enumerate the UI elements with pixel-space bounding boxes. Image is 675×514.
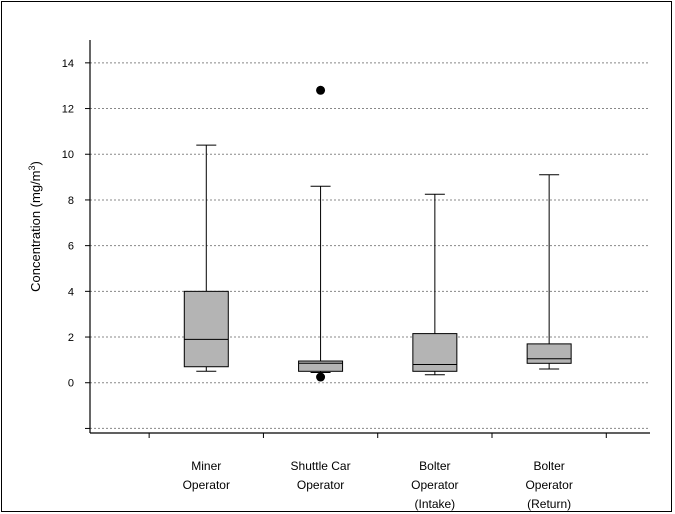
category-label: Bolter bbox=[533, 459, 564, 473]
box bbox=[183, 290, 229, 368]
category-label: Bolter bbox=[419, 459, 450, 473]
outlier-point bbox=[316, 372, 326, 382]
category-label: Operator bbox=[525, 478, 572, 492]
category-label: Miner bbox=[191, 459, 221, 473]
category-label: Shuttle Car bbox=[291, 459, 351, 473]
y-tick-label: 12 bbox=[62, 104, 74, 116]
category-label: (Return) bbox=[527, 497, 571, 511]
y-axis-title: Concentration (mg/m3) bbox=[27, 161, 43, 292]
category-label: Operator bbox=[297, 478, 344, 492]
y-tick-label: 14 bbox=[62, 58, 74, 70]
y-tick-label: 6 bbox=[68, 241, 74, 253]
category-label: Operator bbox=[411, 478, 458, 492]
category-label: (Intake) bbox=[415, 497, 456, 511]
box bbox=[526, 343, 572, 364]
box bbox=[412, 333, 458, 372]
y-tick-label: 8 bbox=[68, 195, 74, 207]
box bbox=[298, 360, 344, 372]
category-label: Operator bbox=[183, 478, 230, 492]
y-tick-label: 4 bbox=[68, 286, 74, 298]
y-tick-label: 2 bbox=[68, 332, 74, 344]
y-tick-label: 10 bbox=[62, 149, 74, 161]
y-tick-label: 0 bbox=[68, 378, 74, 390]
outlier-point bbox=[316, 85, 326, 95]
